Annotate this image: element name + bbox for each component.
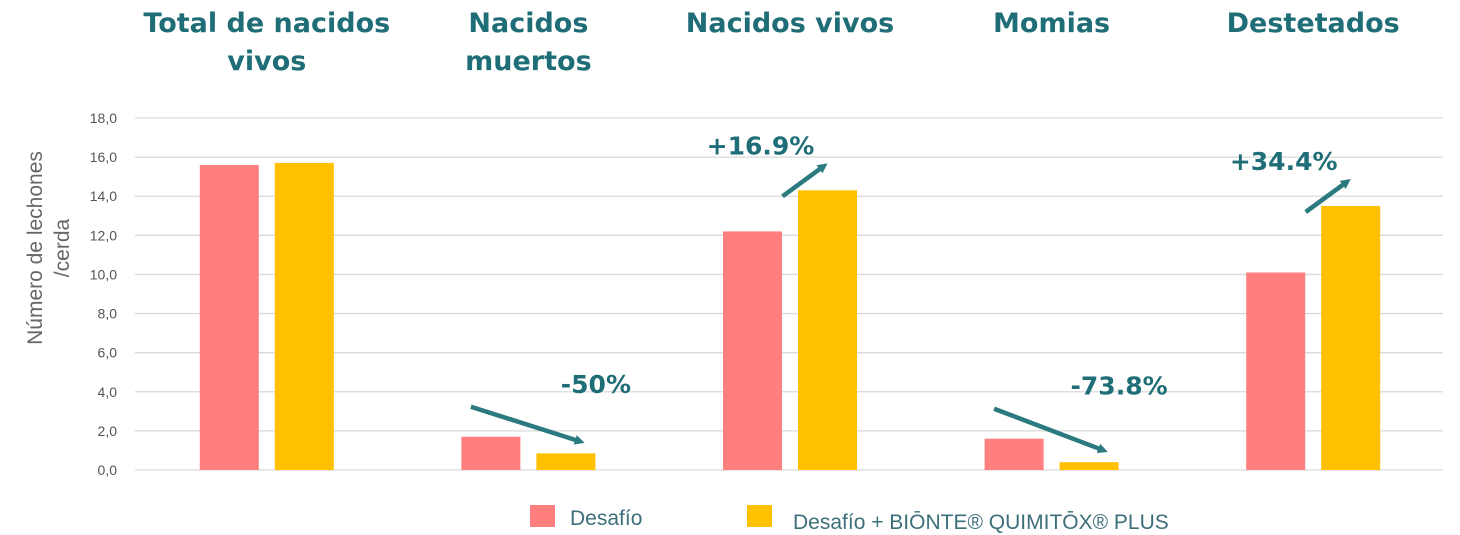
annotation-label: +16.9% [707, 131, 815, 160]
y-axis-label: /cerda [51, 219, 74, 278]
legend-label: Desafío [570, 507, 642, 530]
bar-desafio-5 [1246, 272, 1306, 470]
arrow-up-icon [1304, 179, 1351, 214]
legend-swatch [530, 505, 555, 527]
category-title: Nacidos vivos [686, 8, 895, 39]
category-title: vivos [227, 46, 306, 77]
y-tick-label: 14,0 [90, 188, 117, 204]
bar-desafio-bionte-1 [274, 162, 334, 470]
category-title: Nacidos [468, 8, 588, 39]
annotations: -50% +16.9% -73.8% +34.4% [470, 131, 1351, 454]
y-tick-label: 4,0 [98, 384, 118, 400]
legend: Desafío Desafío + BIŌNTE® QUIMITŌX® PLUS [530, 505, 1169, 534]
legend-swatch [747, 505, 772, 527]
category-title: Destetados [1227, 8, 1400, 39]
arrow-up-icon [781, 163, 828, 199]
bar-desafio-3 [723, 231, 782, 470]
bar-desafio-bionte-5 [1321, 206, 1381, 470]
y-axis-label: Número de lechones [24, 151, 47, 345]
y-tick-label: 6,0 [98, 345, 118, 361]
y-tick-label: 16,0 [90, 149, 117, 165]
category-titles: Total de nacidos vivos Nacidos muertos Nacid… [143, 8, 1399, 77]
bar-desafio-2 [461, 436, 521, 470]
category-title: muertos [465, 46, 592, 77]
annotation-label: +34.4% [1230, 147, 1338, 176]
category-title: Momias [993, 8, 1110, 39]
y-tick-label: 10,0 [90, 266, 117, 282]
bar-desafio-bionte-2 [536, 453, 596, 470]
y-axis-label: Número de lechones/cerda [24, 151, 74, 345]
y-tick-label: 12,0 [90, 227, 117, 243]
gridlines [135, 117, 1443, 471]
category-title: Total de nacidos [143, 8, 390, 39]
annotation-label: -50% [561, 370, 631, 399]
y-axis-ticks: 0,0 2,0 4,0 6,0 8,0 10,0 12,0 14,0 16,0 18,0 [90, 110, 117, 478]
bar-desafio-bionte-4 [1059, 462, 1119, 470]
bar-desafio-bionte-3 [798, 190, 857, 470]
annotation-label: -73.8% [1071, 372, 1168, 401]
y-tick-label: 18,0 [90, 110, 117, 126]
bars [199, 162, 1381, 470]
arrow-down-icon [993, 406, 1108, 454]
y-tick-label: 2,0 [98, 423, 118, 439]
y-tick-label: 8,0 [98, 306, 118, 322]
legend-label: Desafío + BIŌNTE® QUIMITŌX® PLUS [793, 511, 1169, 534]
arrow-down-icon [470, 404, 585, 445]
bar-desafio-4 [984, 438, 1044, 470]
bar-desafio-1 [199, 164, 259, 470]
y-tick-label: 0,0 [98, 462, 118, 478]
